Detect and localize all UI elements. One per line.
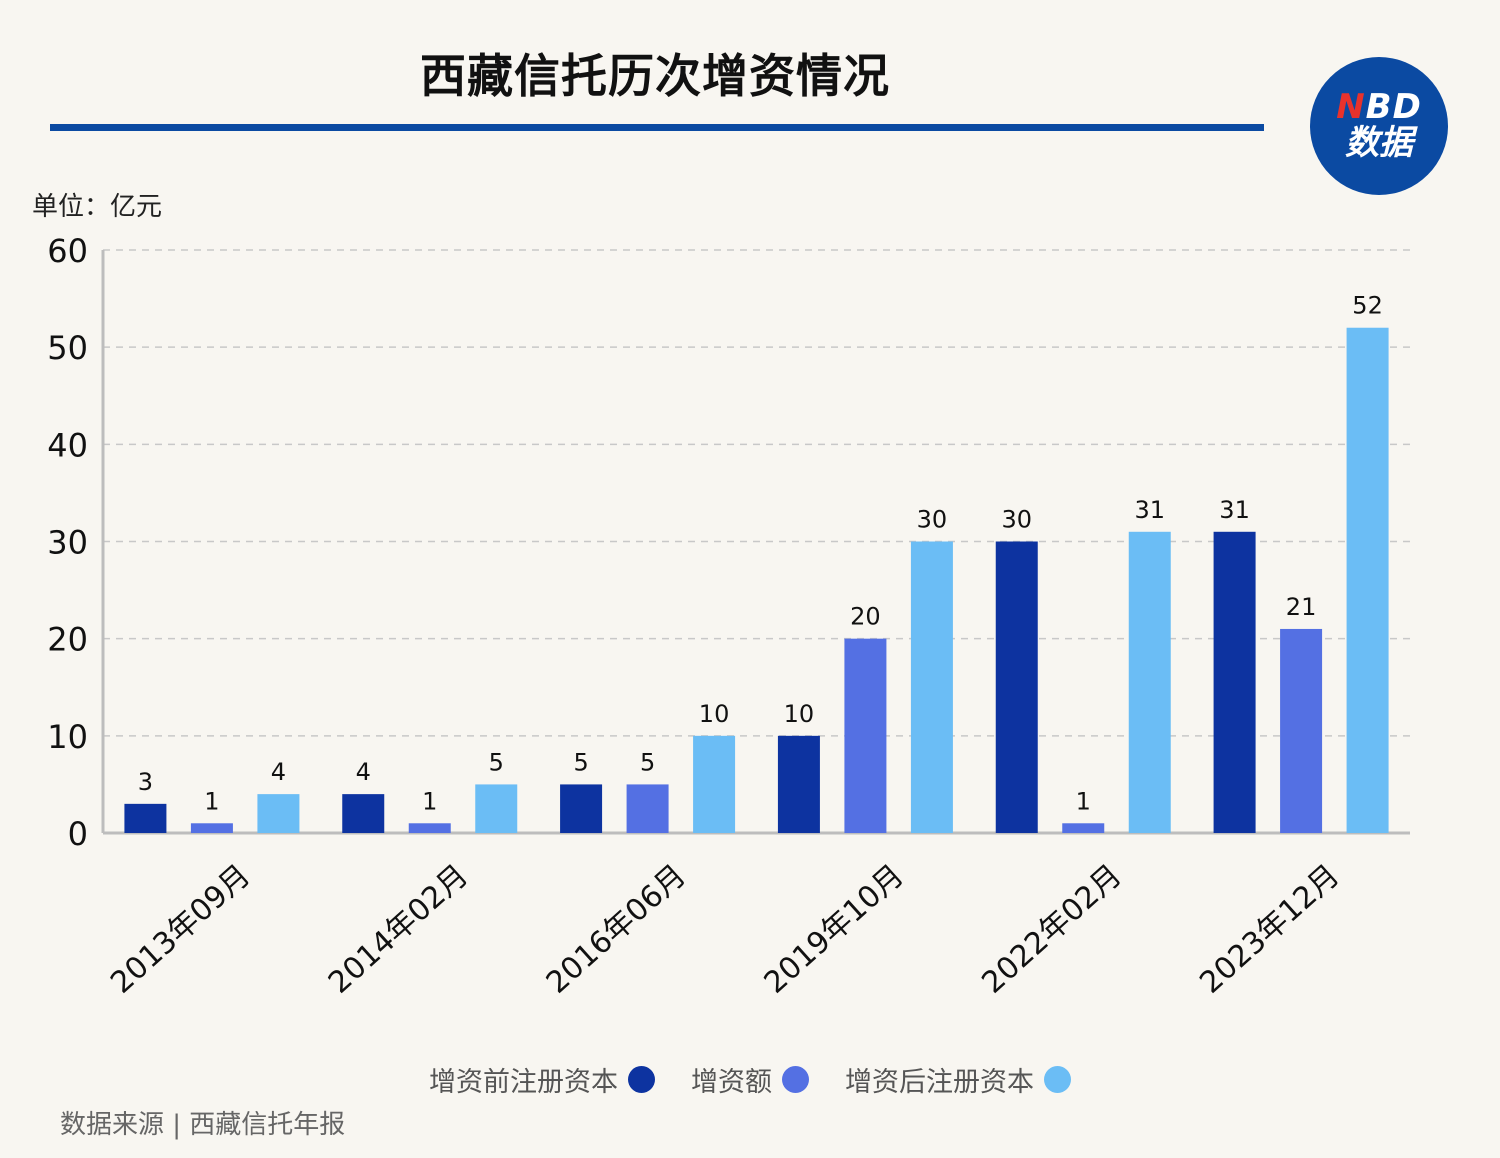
bar-increase xyxy=(190,823,233,833)
legend-dot-increase xyxy=(782,1066,809,1093)
data-label: 3 xyxy=(138,768,153,796)
data-label: 5 xyxy=(573,748,588,776)
data-label: 21 xyxy=(1286,593,1317,621)
x-tick-label: 2022年02月 xyxy=(975,858,1128,1001)
data-label: 5 xyxy=(489,748,504,776)
y-tick-label: 10 xyxy=(47,718,88,756)
legend-item-after: 增资后注册资本 xyxy=(845,1060,1071,1099)
data-label: 1 xyxy=(204,787,219,815)
nbd-logo: NBD 数据 xyxy=(1310,57,1448,195)
data-label: 1 xyxy=(422,787,437,815)
legend-label-increase: 增资额 xyxy=(691,1067,772,1098)
unit-label: 单位：亿元 xyxy=(32,192,163,222)
bar-before xyxy=(1213,531,1256,833)
data-label: 52 xyxy=(1352,292,1383,320)
bar-before xyxy=(777,735,820,833)
y-tick-label: 0 xyxy=(68,815,88,853)
y-tick-label: 20 xyxy=(47,621,88,659)
legend-item-before: 增资前注册资本 xyxy=(429,1060,655,1099)
logo-text-bottom: 数据 xyxy=(1345,123,1413,163)
data-label: 20 xyxy=(850,603,881,631)
legend-dot-after xyxy=(1044,1066,1071,1093)
data-label: 31 xyxy=(1219,496,1250,524)
data-source: 数据来源 | 西藏信托年报 xyxy=(60,1110,346,1140)
data-label: 30 xyxy=(917,506,948,534)
bar-increase xyxy=(1280,628,1323,833)
x-tick-label: 2019年10月 xyxy=(758,858,911,1001)
legend-dot-before xyxy=(628,1066,655,1093)
bar-before xyxy=(124,803,167,833)
bar-before xyxy=(560,784,603,833)
legend-label-before: 增资前注册资本 xyxy=(429,1067,618,1098)
bar-after xyxy=(475,784,518,833)
legend: 增资前注册资本 增资额 增资后注册资本 xyxy=(0,1060,1500,1099)
data-label: 4 xyxy=(271,758,286,786)
logo-accent-letter: N xyxy=(1336,87,1366,128)
bar-after xyxy=(1346,327,1389,833)
title-underline xyxy=(50,124,1264,131)
data-label: 30 xyxy=(1001,506,1032,534)
y-tick-label: 30 xyxy=(47,524,88,562)
bar-after xyxy=(1128,531,1171,833)
data-label: 10 xyxy=(784,700,815,728)
data-label: 31 xyxy=(1134,496,1165,524)
bar-after xyxy=(257,794,300,833)
bar-increase xyxy=(408,823,451,833)
x-tick-label: 2013年09月 xyxy=(104,858,257,1001)
y-tick-label: 50 xyxy=(47,329,88,367)
bar-increase xyxy=(1062,823,1105,833)
legend-item-increase: 增资额 xyxy=(691,1060,809,1099)
legend-label-after: 增资后注册资本 xyxy=(845,1067,1034,1098)
bar-before xyxy=(342,794,385,833)
data-label: 4 xyxy=(356,758,371,786)
x-tick-label: 2023年12月 xyxy=(1193,858,1346,1001)
chart-title: 西藏信托历次增资情况 xyxy=(420,49,890,103)
bar-increase xyxy=(844,638,887,833)
bar-increase xyxy=(626,784,669,833)
data-label: 10 xyxy=(699,700,730,728)
bar-before xyxy=(995,541,1038,833)
bar-after xyxy=(910,541,953,833)
x-tick-label: 2014年02月 xyxy=(322,858,475,1001)
logo-letters: BD xyxy=(1365,87,1422,128)
bar-after xyxy=(693,735,736,833)
data-label: 5 xyxy=(640,748,655,776)
y-tick-label: 60 xyxy=(47,232,88,270)
y-tick-label: 40 xyxy=(47,426,88,464)
data-label: 1 xyxy=(1076,787,1091,815)
x-tick-label: 2016年06月 xyxy=(540,858,693,1001)
logo-text-top: NBD xyxy=(1336,87,1422,128)
